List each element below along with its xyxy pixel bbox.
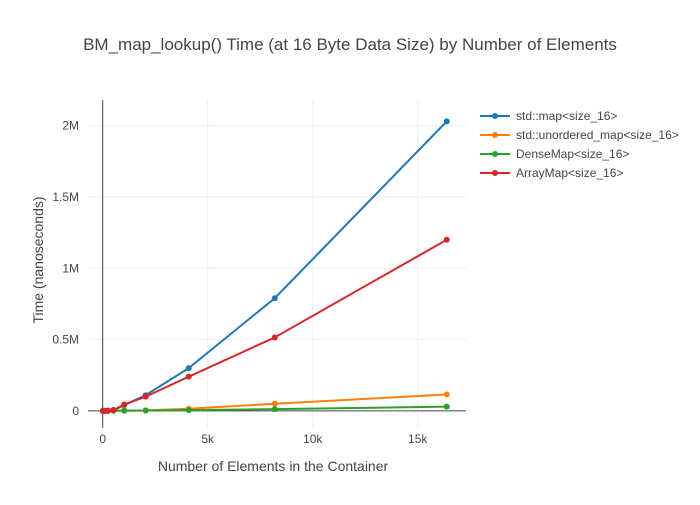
legend-label: ArrayMap<size_16>	[516, 166, 623, 180]
legend-swatch-marker	[492, 170, 498, 176]
legend-item[interactable]: std::unordered_map<size_16>	[480, 128, 679, 142]
data-point[interactable]	[142, 393, 149, 400]
legend-swatch-marker	[492, 132, 498, 138]
data-point[interactable]	[271, 334, 278, 341]
data-point[interactable]	[443, 403, 450, 410]
series-0	[99, 118, 450, 414]
y-tick-label: 0.5M	[52, 333, 79, 347]
chart-title: BM_map_lookup() Time (at 16 Byte Data Si…	[83, 35, 617, 54]
legend-item[interactable]: ArrayMap<size_16>	[480, 166, 623, 180]
x-tick-label: 5k	[201, 432, 215, 446]
legend-swatch-marker	[492, 113, 498, 119]
tick-labels: 0 5k 10k 15k 0 0.5M 1M 1.5M 2M	[52, 119, 428, 446]
x-tick-label: 0	[99, 432, 106, 446]
axes	[88, 100, 466, 428]
y-tick-label: 2M	[62, 119, 79, 133]
data-point[interactable]	[271, 400, 278, 407]
series-line	[102, 120, 448, 412]
data-point[interactable]	[271, 295, 278, 302]
data-point[interactable]	[271, 406, 278, 413]
legend-item[interactable]: std::map<size_16>	[480, 109, 617, 123]
y-tick-label: 1.5M	[52, 190, 79, 204]
x-tick-label: 15k	[408, 432, 428, 446]
data-point[interactable]	[185, 407, 192, 414]
data-point[interactable]	[185, 365, 192, 372]
x-tick-label: 10k	[303, 432, 323, 446]
y-tick-label: 0	[72, 404, 79, 418]
legend-swatch-marker	[492, 151, 498, 157]
legend[interactable]: std::map<size_16>std::unordered_map<size…	[480, 109, 679, 180]
x-axis-title: Number of Elements in the Container	[158, 458, 389, 474]
y-axis-title: Time (nanoseconds)	[30, 196, 46, 323]
data-point[interactable]	[185, 373, 192, 380]
legend-label: DenseMap<size_16>	[516, 147, 629, 161]
series-3	[99, 236, 450, 414]
data-point[interactable]	[105, 407, 112, 414]
data-point[interactable]	[121, 407, 128, 414]
data-point[interactable]	[443, 118, 450, 125]
grid	[88, 100, 466, 428]
data-point[interactable]	[110, 407, 117, 414]
data-point[interactable]	[121, 401, 128, 408]
data-point[interactable]	[443, 391, 450, 398]
series-lines	[99, 118, 450, 414]
y-tick-label: 1M	[62, 261, 79, 275]
legend-label: std::map<size_16>	[516, 109, 617, 123]
data-point[interactable]	[142, 407, 149, 414]
legend-item[interactable]: DenseMap<size_16>	[480, 147, 629, 161]
series-line	[102, 238, 448, 412]
data-point[interactable]	[443, 236, 450, 243]
legend-label: std::unordered_map<size_16>	[516, 128, 679, 142]
